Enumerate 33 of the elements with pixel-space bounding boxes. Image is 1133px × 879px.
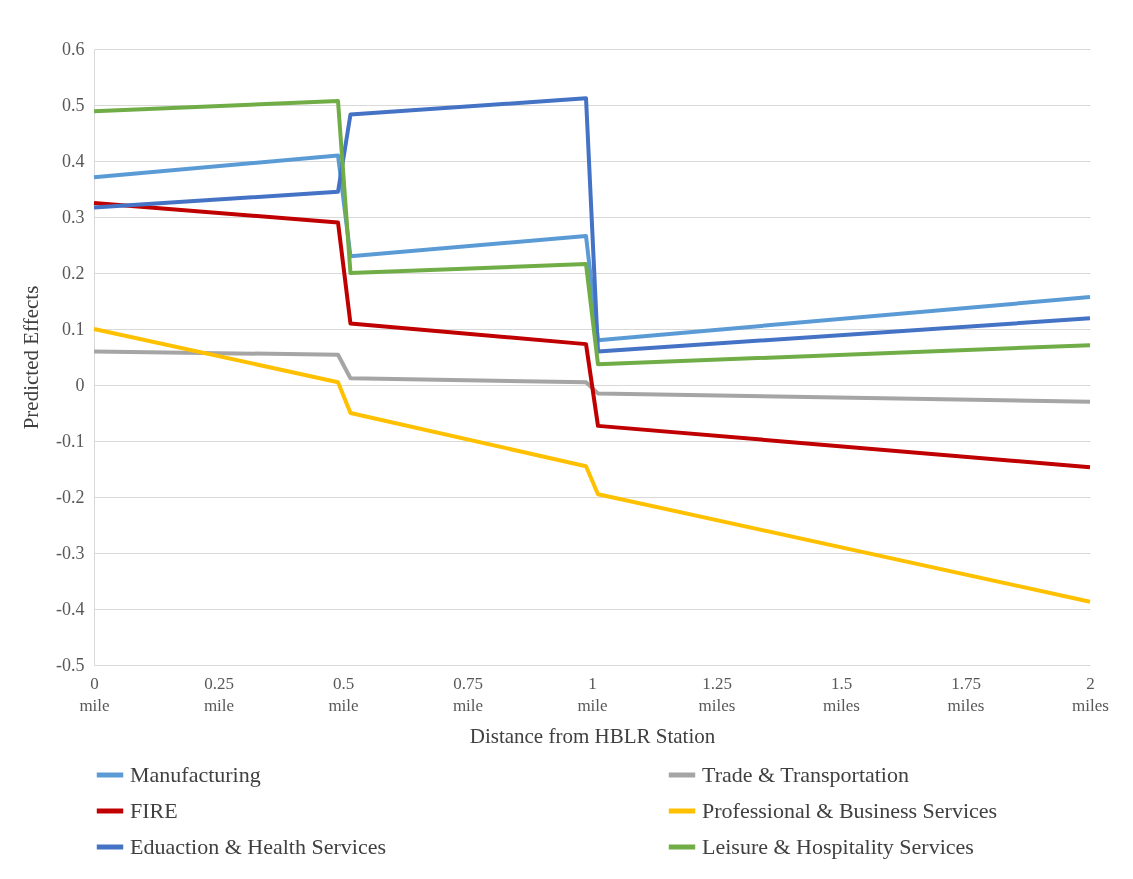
y-tick-label: -0.4 [56,598,85,619]
legend-label: FIRE [130,798,178,823]
y-tick-label: 0.6 [62,38,85,59]
x-tick-label: 1.75 miles [947,673,985,715]
legend-label: Leisure & Hospitality Services [702,834,974,859]
x-tick-label: 0 mile [79,673,110,715]
y-tick-label: -0.1 [56,430,85,451]
x-tick-label: 2 miles [1072,673,1109,715]
y-tick-label: 0 [75,374,85,395]
y-tick-label: -0.2 [56,486,85,507]
y-tick-label: 0.1 [62,318,85,339]
line-series [92,153,1092,343]
line-series [92,349,1092,404]
legend-label: Eduaction & Health Services [130,834,386,859]
x-tick-label: 0.75 mile [452,673,484,715]
legend-label: Manufacturing [130,762,261,787]
y-tick-label: -0.5 [56,654,85,675]
legend-label: Trade & Transportation [702,762,909,787]
y-tick-label: 0.4 [62,150,85,171]
y-tick-label: 0.3 [62,206,85,227]
x-tick-label: 0.5 mile [328,673,359,715]
y-tick-label: 0.2 [62,262,85,283]
x-tick-label: 1 mile [577,673,608,715]
x-tick-label: 1.25 miles [698,673,736,715]
line-series [92,327,1092,604]
x-tick-label: 0.25 mile [203,673,235,715]
y-tick-label: 0.5 [62,94,85,115]
x-axis-title: Distance from HBLR Station [469,723,716,748]
y-axis-title: Predicted Effects [19,285,44,430]
y-tick-label: -0.3 [56,542,85,563]
legend-label: Professional & Business Services [702,798,998,823]
x-tick-label: 1.5 miles [823,673,860,715]
line-series [92,201,1092,470]
